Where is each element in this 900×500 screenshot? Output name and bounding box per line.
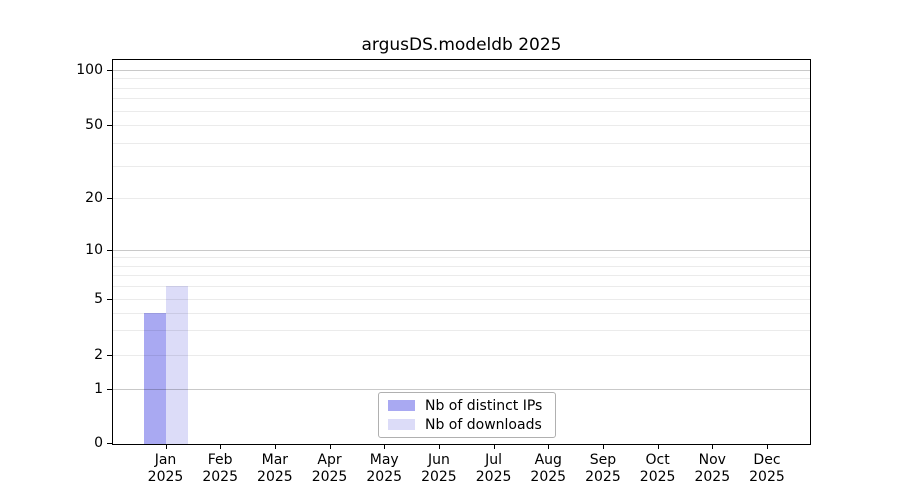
- gridline-minor: [113, 165, 810, 167]
- x-label-month: Mar: [261, 452, 289, 468]
- x-label-year: 2025: [311, 469, 348, 485]
- x-axis-tick: [602, 444, 604, 449]
- y-axis-tick: [107, 70, 112, 71]
- x-axis-label-jun: Jun 2025: [407, 452, 471, 486]
- y-axis-tick-label: 2: [94, 347, 103, 363]
- gridline-minor: [113, 312, 810, 314]
- x-axis-label-oct: Oct 2025: [626, 452, 690, 486]
- gridline-minor: [113, 330, 810, 332]
- x-axis-tick: [766, 444, 768, 449]
- x-axis-label-aug: Aug 2025: [516, 452, 580, 486]
- y-axis-tick-label: 100: [76, 62, 103, 78]
- chart-title: argusDS.modeldb 2025: [361, 35, 562, 55]
- legend: Nb of distinct IPs Nb of downloads: [378, 392, 556, 438]
- gridline-minor: [113, 286, 810, 288]
- x-axis-label-may: May 2025: [352, 452, 416, 486]
- x-label-month: Jul: [485, 452, 503, 468]
- gridline-minor: [113, 142, 810, 144]
- plot-area: Nb of distinct IPs Nb of downloads 100 50 2…: [76, 59, 811, 485]
- x-label-year: 2025: [257, 469, 293, 485]
- x-label-month: Aug: [534, 452, 562, 468]
- x-label-month: Nov: [698, 452, 726, 468]
- gridline-minor: [113, 87, 810, 89]
- gridline-minor: [113, 198, 810, 199]
- legend-swatch-icon: [388, 419, 415, 430]
- gridline-minor: [113, 265, 810, 267]
- y-axis-tick-label: 10: [85, 242, 103, 258]
- x-axis-label-dec: Dec 2025: [735, 452, 799, 486]
- x-axis-tick: [493, 444, 495, 449]
- x-axis-tick: [384, 444, 386, 449]
- x-axis-tick: [657, 444, 659, 449]
- y-axis-tick-label: 5: [94, 291, 103, 307]
- y-axis-tick-label: 0: [94, 435, 103, 451]
- x-axis-label-sep: Sep 2025: [571, 452, 635, 486]
- legend-item-nb-of-distinct-ips: Nb of distinct IPs: [388, 398, 546, 414]
- y-axis-tick: [107, 125, 112, 126]
- y-axis-tick: [107, 250, 112, 251]
- gridline-minor: [113, 110, 810, 112]
- y-axis-tick: [107, 198, 112, 199]
- x-label-year: 2025: [585, 469, 621, 485]
- x-label-month: Jun: [427, 452, 450, 468]
- gridline-major: [113, 250, 810, 251]
- x-label-year: 2025: [530, 469, 567, 485]
- x-label-month: Jan: [154, 452, 177, 468]
- x-label-year: 2025: [202, 469, 238, 485]
- legend-label: Nb of distinct IPs: [425, 397, 543, 414]
- legend-item-nb-of-downloads: Nb of downloads: [388, 417, 546, 433]
- x-axis-tick: [329, 444, 331, 449]
- x-label-year: 2025: [694, 469, 731, 485]
- y-axis-tick: [107, 355, 112, 356]
- legend-swatch-icon: [388, 400, 415, 411]
- y-axis-tick: [107, 443, 112, 444]
- x-label-month: Dec: [753, 452, 781, 468]
- y-axis-tick: [107, 389, 112, 390]
- x-label-year: 2025: [421, 469, 457, 485]
- x-label-year: 2025: [366, 469, 403, 485]
- bar-nb-of-downloads: [165, 286, 188, 444]
- gridline-minor: [113, 275, 810, 277]
- x-axis-label-apr: Apr 2025: [298, 452, 362, 486]
- x-axis-label-nov: Nov 2025: [680, 452, 744, 486]
- x-label-year: 2025: [475, 469, 512, 485]
- x-label-month: May: [369, 452, 399, 468]
- gridline-minor: [113, 355, 810, 356]
- x-axis-label-jul: Jul 2025: [462, 452, 526, 486]
- gridline-minor: [113, 98, 810, 100]
- x-label-year: 2025: [147, 469, 184, 485]
- legend-label: Nb of downloads: [425, 416, 542, 433]
- bar-nb-of-distinct-ips: [143, 312, 166, 444]
- x-axis-tick: [274, 444, 276, 449]
- x-label-month: Apr: [317, 452, 342, 468]
- x-axis-label-feb: Feb 2025: [188, 452, 252, 486]
- x-label-year: 2025: [639, 469, 676, 485]
- gridline-minor: [113, 78, 810, 80]
- x-label-year: 2025: [749, 469, 785, 485]
- x-axis-tick: [220, 444, 222, 449]
- gridline-major: [113, 70, 810, 71]
- x-axis-label-jan: Jan 2025: [134, 452, 198, 486]
- gridline-minor: [113, 299, 810, 300]
- x-label-month: Sep: [589, 452, 617, 468]
- y-axis-tick-label: 50: [85, 117, 103, 133]
- x-axis-tick: [165, 444, 167, 449]
- x-label-month: Feb: [207, 452, 233, 468]
- gridline-minor: [113, 257, 810, 259]
- gridline-major: [113, 389, 810, 390]
- x-axis-tick: [712, 444, 714, 449]
- x-label-month: Oct: [645, 452, 670, 468]
- x-axis-tick: [438, 444, 440, 449]
- gridline-minor: [113, 125, 810, 126]
- y-axis-tick: [107, 299, 112, 300]
- y-axis-tick-label: 20: [85, 190, 103, 206]
- x-axis-label-mar: Mar 2025: [243, 452, 307, 486]
- y-axis-tick-label: 1: [94, 381, 103, 397]
- x-axis-tick: [548, 444, 550, 449]
